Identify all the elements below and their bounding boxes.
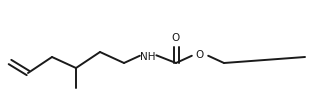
Text: O: O xyxy=(196,50,204,60)
Text: NH: NH xyxy=(140,52,156,62)
Text: O: O xyxy=(172,33,180,43)
